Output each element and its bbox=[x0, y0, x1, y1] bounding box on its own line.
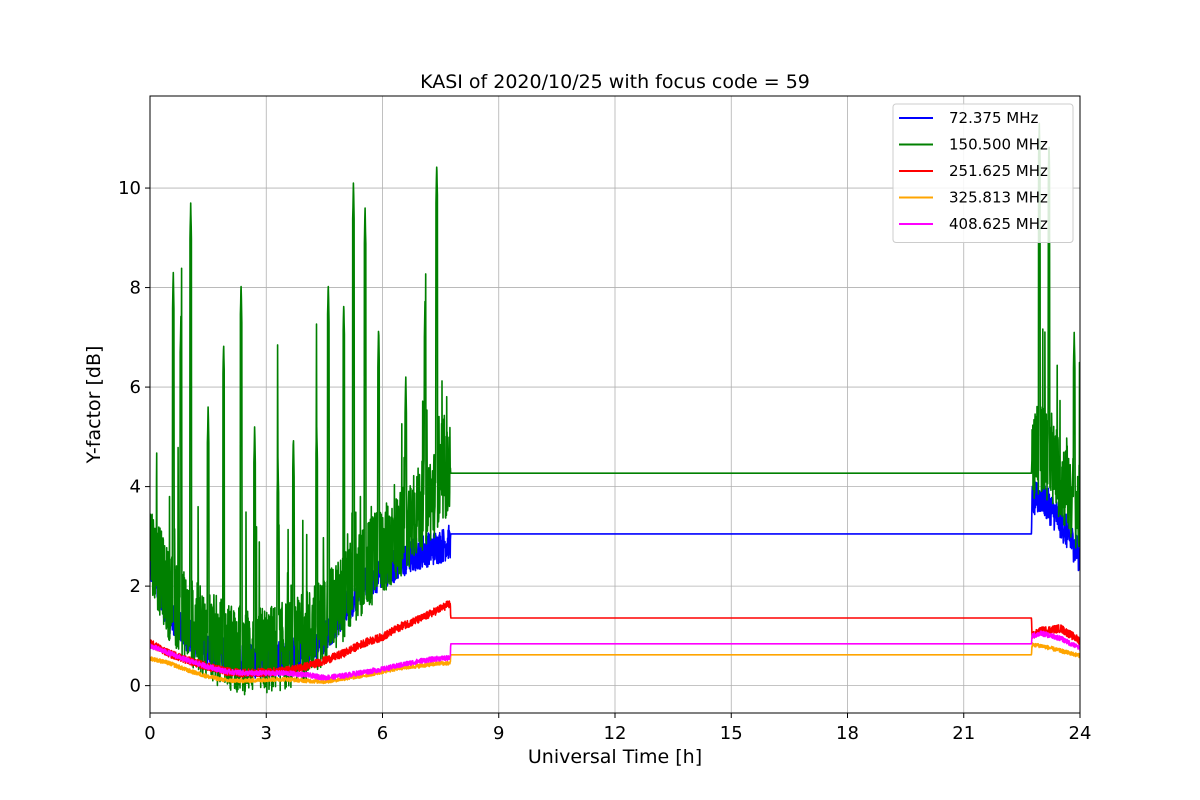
y-tick-label: 6 bbox=[130, 377, 141, 398]
legend-label: 325.813 MHz bbox=[949, 189, 1048, 207]
x-tick-label: 9 bbox=[493, 723, 504, 744]
legend-box bbox=[892, 103, 1074, 243]
series-line bbox=[150, 642, 1080, 685]
x-tick-label: 21 bbox=[952, 723, 975, 744]
y-axis-label: Y-factor [dB] bbox=[83, 346, 105, 465]
y-tick-label: 2 bbox=[130, 576, 141, 597]
legend: 72.375 MHz 150.500 MHz 251.625 MHz 325.813 … bbox=[892, 103, 1074, 243]
y-tick-label: 8 bbox=[130, 278, 141, 299]
x-axis-label: Universal Time [h] bbox=[528, 746, 702, 768]
x-tick-label: 24 bbox=[1069, 723, 1092, 744]
x-tick-label: 15 bbox=[720, 723, 743, 744]
x-tick-label: 3 bbox=[261, 723, 272, 744]
legend-label: 72.375 MHz bbox=[949, 109, 1038, 127]
legend-label: 150.500 MHz bbox=[949, 136, 1048, 154]
series-line bbox=[150, 122, 1080, 696]
x-tick-label: 0 bbox=[144, 723, 155, 744]
chart-title: KASI of 2020/10/25 with focus code = 59 bbox=[420, 71, 810, 93]
legend-label: 408.625 MHz bbox=[949, 215, 1048, 233]
x-tick-label: 18 bbox=[836, 723, 859, 744]
y-tick-label: 0 bbox=[130, 676, 141, 697]
series-lines bbox=[150, 122, 1080, 696]
series-line bbox=[150, 600, 1080, 678]
x-tick-label: 6 bbox=[377, 723, 388, 744]
y-tick-label: 4 bbox=[130, 477, 141, 498]
series-line bbox=[150, 630, 1080, 681]
y-tick-label: 10 bbox=[118, 178, 141, 199]
legend-label: 251.625 MHz bbox=[949, 162, 1048, 180]
x-tick-label: 12 bbox=[604, 723, 627, 744]
